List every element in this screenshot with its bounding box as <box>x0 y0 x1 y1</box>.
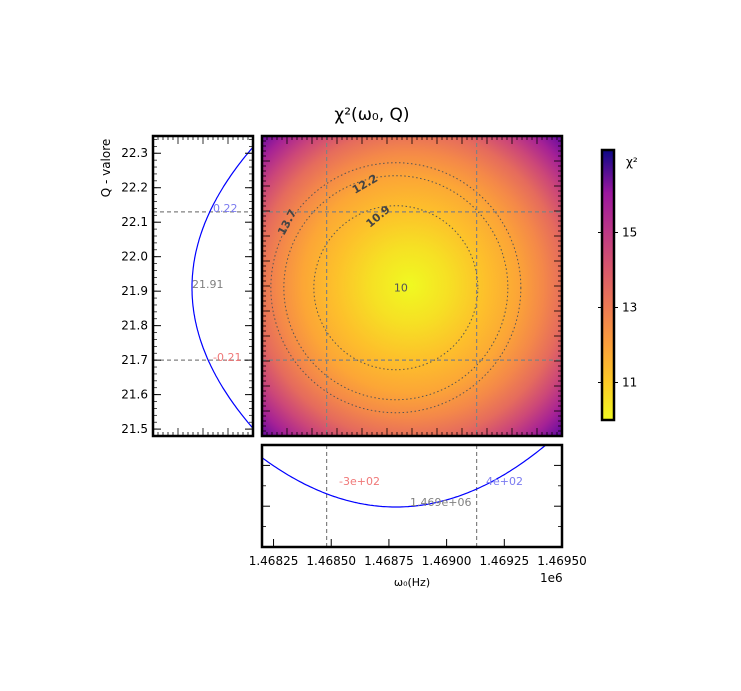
colorbar-tick-label: 15 <box>622 226 637 240</box>
q-tick-label: 22.0 <box>121 250 148 264</box>
heatmap-frame <box>260 134 564 438</box>
q-tick-label: 22.1 <box>121 215 148 229</box>
omega-profile-guides <box>326 445 478 547</box>
q-tick-label: 21.5 <box>121 422 148 436</box>
q-profile-ticks <box>152 136 254 437</box>
omega-profile-lower-label: -3e+02 <box>339 475 380 488</box>
colorbar-gradient <box>602 150 614 420</box>
q-tick-label: 21.6 <box>121 388 148 402</box>
omega-profile-frame <box>260 443 564 549</box>
omega-profile-background <box>262 445 562 547</box>
q-profile-best-label: 21.91 <box>192 278 224 291</box>
heatmap-contours <box>270 162 522 414</box>
q-profile-ylabel: Q - valore <box>99 139 113 198</box>
omega-profile-offset-label: 1e6 <box>540 571 563 585</box>
colorbar-frame <box>600 148 616 422</box>
omega-tick-label: 1.46950 <box>537 554 587 568</box>
q-profile-background <box>153 136 253 436</box>
colorbar-ticks: 11 13 15 <box>598 226 637 390</box>
heatmap-guides <box>262 136 562 436</box>
colorbar-tick-label: 11 <box>622 376 637 390</box>
figure-title: χ²(ω₀, Q) <box>334 105 409 125</box>
q-profile-frame <box>151 134 255 438</box>
q-tick-label: 21.9 <box>121 284 148 298</box>
omega-tick-label: 1.46825 <box>249 554 299 568</box>
omega-tick-label: 1.46850 <box>306 554 356 568</box>
q-tick-label: 21.7 <box>121 353 148 367</box>
omega-tick-label: 1.46875 <box>364 554 414 568</box>
q-tick-label: 22.3 <box>121 146 148 160</box>
omega-profile-best-label: 1.469e+06 <box>410 496 471 509</box>
omega-tick-label: 1.46925 <box>479 554 529 568</box>
heatmap-center-label: 10 <box>394 282 408 295</box>
colorbar-label: χ² <box>626 155 638 169</box>
heatmap-panel: 10 10.9 12.2 13.7 <box>260 134 564 438</box>
contour-12-2 <box>283 175 509 401</box>
omega-profile-upper-label: 4e+02 <box>486 475 523 488</box>
contour-10-9 <box>313 205 479 371</box>
q-profile-guides <box>153 211 253 361</box>
colorbar: 11 13 15 χ² <box>598 148 638 422</box>
q-profile-panel: 21.5 21.6 21.7 21.8 21.9 22.0 22.1 22.2 22.3 21.… <box>99 134 255 438</box>
q-profile-lower-label: -0.21 <box>213 351 241 364</box>
omega-tick-label: 1.46900 <box>422 554 472 568</box>
q-profile-upper-label: 0.22 <box>213 202 238 215</box>
colorbar-tick-label: 13 <box>622 301 637 315</box>
omega-profile-panel: 1.46825 1.46850 1.46875 1.46900 1.46925 1.469… <box>249 443 587 589</box>
heatmap-surface <box>262 136 562 436</box>
q-profile-tick-labels: 21.5 21.6 21.7 21.8 21.9 22.0 22.1 22.2 22.3 <box>121 146 148 436</box>
omega-profile-curve <box>262 445 547 508</box>
contour-13-7 <box>270 162 522 414</box>
omega-profile-xlabel: ω₀(Hz) <box>394 576 430 589</box>
q-profile-curve <box>191 146 253 430</box>
q-tick-label: 22.2 <box>121 181 148 195</box>
omega-profile-tick-labels: 1.46825 1.46850 1.46875 1.46900 1.46925 1.469… <box>249 554 587 568</box>
q-tick-label: 21.8 <box>121 319 148 333</box>
